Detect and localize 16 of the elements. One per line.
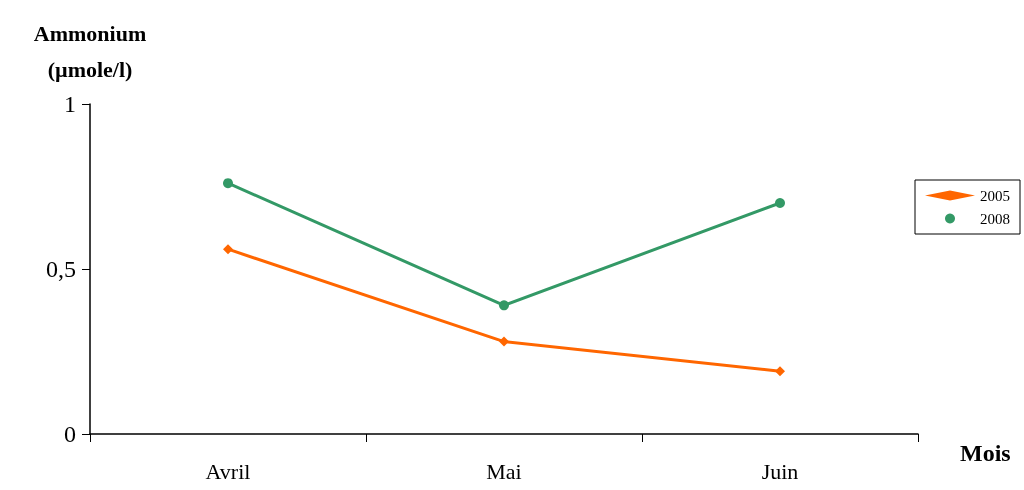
point	[775, 366, 785, 377]
point	[499, 336, 509, 347]
x-tick-label: Avril	[205, 458, 251, 484]
point	[499, 300, 509, 311]
x-tick-label: Juin	[761, 458, 799, 484]
point	[223, 244, 233, 255]
y-tick-label: 0	[64, 421, 76, 447]
y-tick-label: 1	[64, 91, 76, 117]
x-axis-title: Mois	[960, 440, 1011, 466]
legend-label: 2005	[980, 187, 1010, 204]
point	[775, 198, 785, 208]
x-tick-label: Mai	[486, 458, 522, 484]
point	[223, 178, 233, 189]
y-tick-label: 0,5	[46, 256, 76, 282]
y-axis-title: Ammonium (µmole/l)	[33, 20, 147, 82]
legend-label: 2008	[980, 210, 1010, 227]
